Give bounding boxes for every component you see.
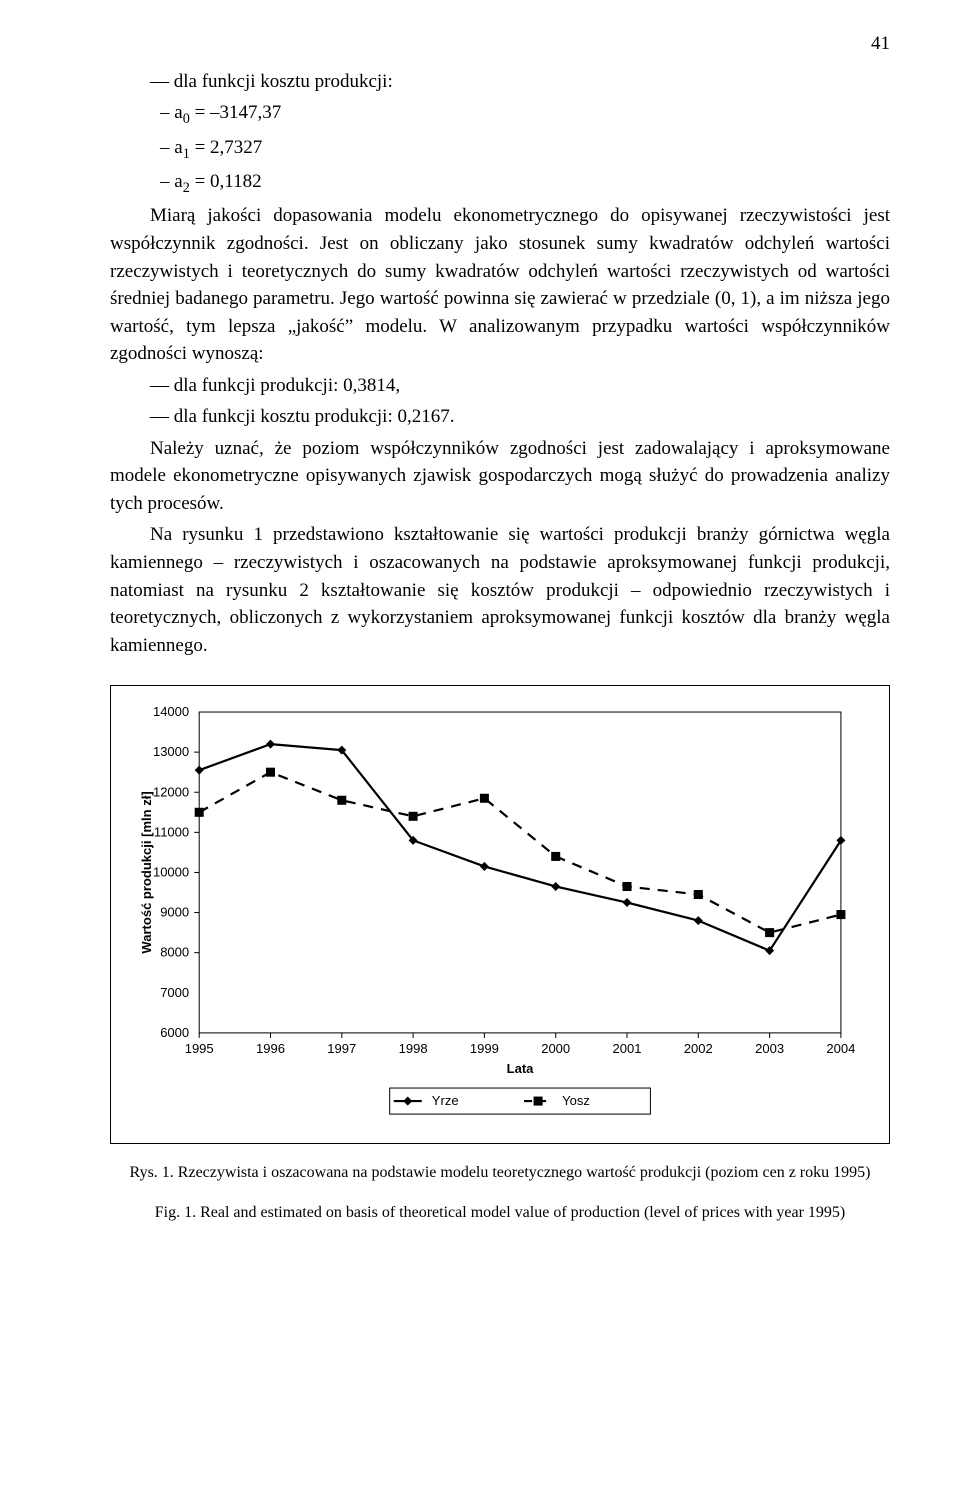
svg-text:2004: 2004 <box>826 1041 855 1056</box>
svg-text:2002: 2002 <box>684 1041 713 1056</box>
a0-post: = –3147,37 <box>190 102 281 123</box>
svg-text:2003: 2003 <box>755 1041 784 1056</box>
svg-text:Wartość produkcji [mln zł]: Wartość produkcji [mln zł] <box>139 792 154 954</box>
svg-text:1999: 1999 <box>470 1041 499 1056</box>
a0-pre: – a <box>160 102 183 123</box>
a2-sub: 2 <box>183 180 190 196</box>
page-number: 41 <box>110 30 890 58</box>
a1-post: = 2,7327 <box>190 137 262 158</box>
svg-text:14000: 14000 <box>153 704 189 719</box>
coef-a0: – a0 = –3147,37 <box>160 99 890 129</box>
svg-text:1996: 1996 <box>256 1041 285 1056</box>
svg-text:11000: 11000 <box>154 825 189 840</box>
chart-svg: 6000 7000 8000 9000 10000 11000 12000 13000 1400… <box>129 702 871 1133</box>
caption-en: Fig. 1. Real and estimated on basis of t… <box>110 1202 890 1224</box>
svg-text:8000: 8000 <box>160 945 189 960</box>
paragraph-1a: — dla funkcji produkcji: 0,3814, <box>110 372 890 400</box>
svg-text:6000: 6000 <box>160 1025 189 1040</box>
a0-sub: 0 <box>183 111 190 127</box>
figure-1: 6000 7000 8000 9000 10000 11000 12000 13000 1400… <box>110 685 890 1144</box>
a1-pre: – a <box>160 137 183 158</box>
coef-a2: – a2 = 0,1182 <box>160 168 890 198</box>
svg-text:13000: 13000 <box>153 744 189 759</box>
svg-text:10000: 10000 <box>153 865 189 880</box>
paragraph-1b: — dla funkcji kosztu produkcji: 0,2167. <box>110 403 890 431</box>
svg-text:2001: 2001 <box>613 1041 642 1056</box>
a2-pre: – a <box>160 171 183 192</box>
svg-text:1998: 1998 <box>399 1041 428 1056</box>
svg-text:Yosz: Yosz <box>562 1093 590 1108</box>
svg-text:1997: 1997 <box>327 1041 356 1056</box>
svg-text:Lata: Lata <box>507 1061 535 1076</box>
svg-text:1995: 1995 <box>185 1041 214 1056</box>
a2-post: = 0,1182 <box>190 171 262 192</box>
paragraph-3: Na rysunku 1 przedstawiono kształtowanie… <box>110 521 890 659</box>
svg-text:Yrze: Yrze <box>432 1093 459 1108</box>
coef-a1: – a1 = 2,7327 <box>160 134 890 164</box>
caption-pl: Rys. 1. Rzeczywista i oszacowana na pods… <box>110 1162 890 1184</box>
svg-text:2000: 2000 <box>541 1041 570 1056</box>
svg-text:7000: 7000 <box>160 985 189 1000</box>
svg-text:12000: 12000 <box>153 784 189 799</box>
line-intro: — dla funkcji kosztu produkcji: <box>110 68 890 96</box>
paragraph-2: Należy uznać, że poziom współczynników z… <box>110 435 890 518</box>
paragraph-1: Miarą jakości dopasowania modelu ekonome… <box>110 202 890 367</box>
a1-sub: 1 <box>183 145 190 161</box>
svg-text:9000: 9000 <box>160 905 189 920</box>
